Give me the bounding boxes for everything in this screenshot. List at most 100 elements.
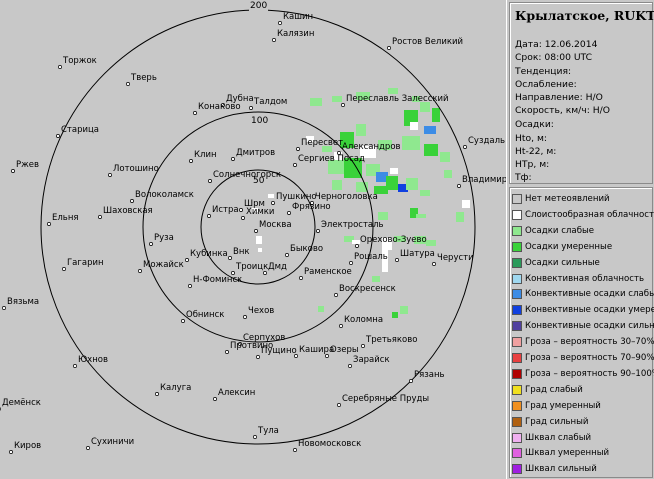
radar-echo — [456, 212, 464, 222]
city-marker — [341, 103, 345, 107]
legend-item: Гроза – вероятность 30–70% — [512, 335, 654, 349]
legend-item: Шквал слабый — [512, 431, 591, 445]
city-marker — [238, 342, 242, 346]
radar-echo — [360, 146, 376, 158]
legend-swatch — [512, 432, 522, 443]
city-marker — [254, 229, 258, 233]
city-label: Суздаль — [468, 136, 506, 146]
radar-echo — [400, 306, 408, 314]
city-marker — [2, 306, 6, 310]
city-label: Владимир — [462, 175, 508, 185]
radar-echo — [444, 170, 452, 178]
legend-swatch — [512, 464, 522, 475]
legend-item: Град слабый — [512, 383, 583, 397]
city-marker — [278, 21, 282, 25]
city-marker — [9, 450, 13, 454]
city-marker — [62, 267, 66, 271]
legend-label: Шквал сильный — [525, 464, 597, 475]
radar-echo — [410, 208, 418, 218]
radar-echo — [410, 122, 418, 130]
city-marker — [241, 216, 245, 220]
city-label: Москва — [259, 220, 292, 230]
city-marker — [243, 315, 247, 319]
radar-echo — [424, 126, 436, 134]
radar-echo — [416, 214, 426, 218]
legend-item: Нет метеоявлений — [512, 192, 610, 206]
city-label: Рязань — [414, 370, 445, 380]
legend-swatch — [512, 289, 522, 300]
radar-echo — [420, 190, 430, 196]
legend-label: Шквал умеренный — [525, 448, 610, 459]
city-label: Зарайск — [353, 355, 390, 365]
city-marker — [339, 324, 343, 328]
city-marker — [86, 446, 90, 450]
legend-label: Шквал слабый — [525, 432, 592, 443]
radar-echo — [332, 96, 342, 102]
info-precip: Осадки: — [515, 119, 554, 130]
legend-swatch — [512, 337, 522, 348]
city-label: Внк — [233, 247, 250, 257]
city-marker — [457, 184, 461, 188]
city-marker — [228, 256, 232, 260]
city-label: Раменское — [304, 267, 352, 277]
city-marker — [73, 364, 77, 368]
info-panel: Крылатское, RUKT Дата: 12.06.2014 Срок: … — [506, 0, 654, 479]
city-label: Кубинка — [190, 249, 228, 259]
legend-item: Конвективные осадки сильные — [512, 319, 654, 333]
city-marker — [213, 397, 217, 401]
radar-echo — [432, 108, 440, 122]
city-label: Дубна — [226, 94, 254, 104]
city-label: Ельня — [52, 213, 79, 223]
city-label: Дмд — [268, 262, 287, 272]
city-label: Можайск — [143, 260, 184, 270]
city-marker — [253, 435, 257, 439]
city-marker — [56, 134, 60, 138]
legend-item: Осадки сильные — [512, 256, 600, 270]
city-label: Киров — [14, 441, 42, 451]
radar-echo — [424, 144, 438, 156]
city-marker — [256, 355, 260, 359]
legend-swatch — [512, 400, 522, 411]
city-label: Воскресенск — [339, 284, 396, 294]
city-marker — [181, 319, 185, 323]
city-marker — [349, 261, 353, 265]
city-label: Третьяково — [366, 335, 418, 345]
legend-swatch — [512, 257, 522, 268]
radar-echo — [356, 92, 370, 100]
info-ht22: Ht-22, м: — [515, 146, 557, 157]
radar-echo — [420, 102, 430, 112]
radar-echo — [318, 306, 324, 312]
city-marker — [149, 242, 153, 246]
city-label: Ростов Великий — [392, 37, 464, 47]
radar-echo — [268, 194, 274, 198]
city-marker — [296, 147, 300, 151]
legend-label: Гроза – вероятность 30–70% — [525, 337, 654, 348]
city-label: Троицк — [236, 262, 269, 272]
radar-echo — [378, 140, 392, 150]
city-label: Шатура — [400, 249, 435, 259]
legend-label: Конвективные осадки умерен. — [525, 305, 654, 316]
legend-item: Гроза – вероятность 70–90% — [512, 351, 654, 365]
city-marker — [272, 38, 276, 42]
city-label: Сухиничи — [91, 437, 135, 447]
radar-echo — [332, 180, 342, 190]
radar-echo — [390, 168, 398, 174]
city-marker — [188, 284, 192, 288]
legend-item: Шквал сильный — [512, 462, 597, 476]
city-label: Рошаль — [354, 252, 388, 262]
legend-swatch — [512, 416, 522, 427]
city-label: Истра — [212, 205, 239, 215]
city-label: Клин — [194, 150, 217, 160]
city-marker — [409, 379, 413, 383]
city-label: Новомосковск — [298, 439, 362, 449]
city-label: Фрязино — [292, 202, 331, 212]
range-label-50: 50 — [252, 176, 266, 186]
radar-echo — [310, 98, 322, 106]
radar-echo — [386, 176, 398, 190]
radar-echo — [340, 132, 354, 148]
legend-item: Град умеренный — [512, 399, 601, 413]
city-marker — [185, 258, 189, 262]
radar-echo — [258, 248, 262, 252]
legend-label: Конвективные осадки слабые — [525, 289, 654, 300]
radar-echo — [388, 88, 398, 94]
